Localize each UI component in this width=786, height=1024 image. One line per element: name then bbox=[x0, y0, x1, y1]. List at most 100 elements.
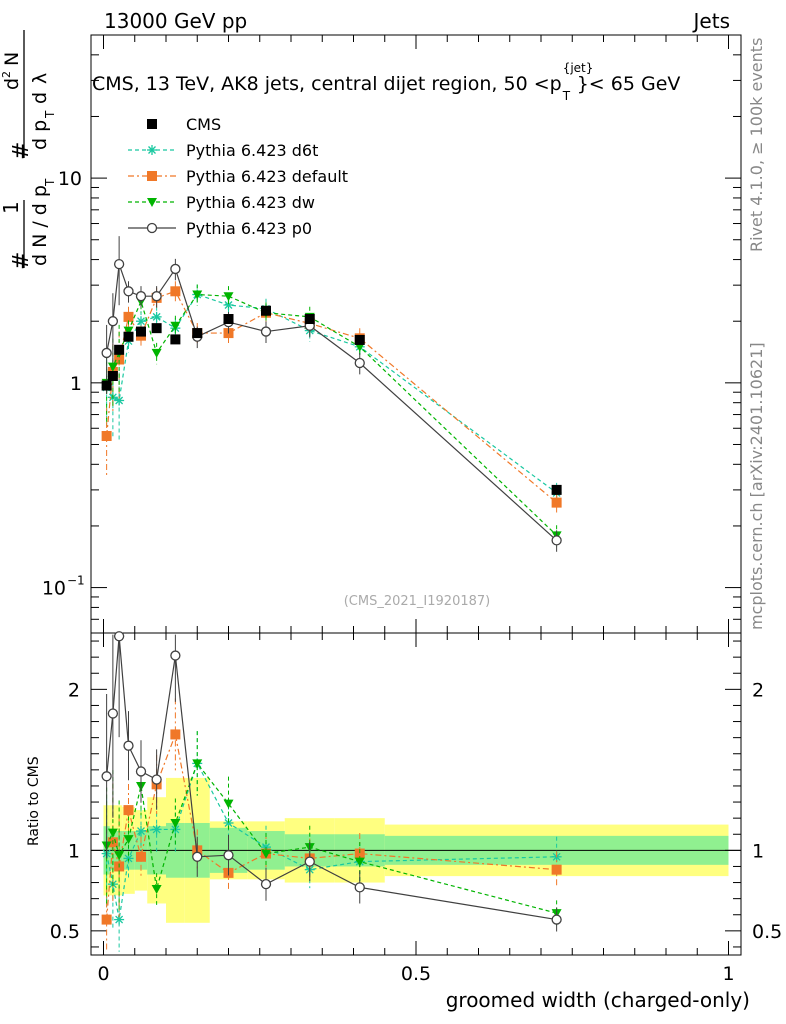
y-tick-label-ratio-right: 2 bbox=[752, 679, 764, 701]
series-point-4 bbox=[113, 258, 125, 270]
svg-text:}< 65 GeV: }< 65 GeV bbox=[577, 73, 681, 95]
ratio-point-2 bbox=[170, 729, 181, 740]
series-point-4 bbox=[123, 286, 134, 297]
series-point-2 bbox=[123, 311, 134, 322]
x-tick-label: 0 bbox=[97, 963, 109, 985]
legend: CMS Pythia 6.423 d6t Pythia 6.423 default P… bbox=[128, 115, 348, 238]
series-point-2 bbox=[114, 354, 125, 365]
svg-text:1: 1 bbox=[0, 201, 23, 214]
ratio-point-3 bbox=[192, 759, 203, 769]
cms-data-point bbox=[107, 370, 118, 381]
ratio-point-4 bbox=[135, 766, 147, 777]
series-line-4 bbox=[106, 263, 558, 541]
axis-ticks bbox=[91, 34, 741, 955]
y-tick-label-ratio-right: 1 bbox=[752, 840, 764, 862]
ratio-point-4 bbox=[260, 879, 272, 890]
source-label: mcplots.cern.ch [arXiv:2401.10621] bbox=[747, 342, 766, 630]
series-point-3 bbox=[223, 292, 234, 302]
y-tick-label-ratio: 0.5 bbox=[50, 921, 80, 943]
series-point-4 bbox=[260, 326, 272, 337]
ratio-point-4 bbox=[101, 771, 112, 782]
chart-title: CMS, 13 TeV, AK8 jets, central dijet reg… bbox=[92, 61, 680, 103]
legend-label: Pythia 6.423 d6t bbox=[186, 141, 318, 160]
category-label: Jets bbox=[692, 9, 730, 33]
series-point-3 bbox=[123, 326, 134, 336]
ratio-uncertainty-bands bbox=[91, 777, 741, 923]
ratio-point-1 bbox=[223, 817, 234, 828]
ratio-point-3 bbox=[114, 851, 125, 861]
svg-text:d N / d p: d N / d p bbox=[29, 185, 51, 266]
ratio-point-3 bbox=[123, 835, 134, 845]
ratio-point-3 bbox=[151, 884, 162, 894]
ratio-point-2 bbox=[101, 914, 112, 925]
y-tick-label-ratio: 2 bbox=[68, 679, 80, 701]
svg-text:d: d bbox=[1, 78, 23, 90]
series-point-4 bbox=[151, 291, 162, 302]
y-tick-label-ratio-right: 0.5 bbox=[752, 921, 782, 943]
cms-data-point bbox=[192, 328, 203, 339]
cms-data-point bbox=[101, 380, 112, 391]
analysis-id: (CMS_2021_I1920187) bbox=[344, 594, 491, 609]
series-point-3 bbox=[107, 362, 118, 372]
main-y-axis-label: # 1 d N / d p T # d 2 N d p T d λ bbox=[0, 30, 57, 270]
cms-data-point bbox=[123, 331, 134, 342]
rivet-label: Rivet 4.1.0, ≥ 100k events bbox=[747, 38, 766, 252]
ratio-point-3 bbox=[354, 857, 365, 867]
series-point-2 bbox=[551, 497, 562, 508]
cms-data-point bbox=[114, 344, 125, 355]
energy-label: 13000 GeV pp bbox=[104, 9, 247, 33]
series-point-1 bbox=[151, 311, 162, 322]
series-point-4 bbox=[107, 316, 119, 327]
svg-text:d p: d p bbox=[29, 120, 51, 150]
series-point-2 bbox=[101, 430, 112, 441]
y-tick-label-ratio: 1 bbox=[68, 840, 80, 862]
ratio-point-4 bbox=[107, 708, 119, 719]
svg-text:T: T bbox=[43, 178, 57, 187]
svg-text:d: d bbox=[29, 92, 51, 104]
cms-data-point bbox=[551, 484, 562, 495]
y-tick-label-main: 10 bbox=[58, 168, 82, 190]
legend-marker bbox=[147, 119, 157, 129]
ratio-point-2 bbox=[123, 805, 134, 816]
svg-text:λ: λ bbox=[29, 73, 51, 84]
ratio-point-1 bbox=[151, 824, 162, 835]
legend-marker bbox=[147, 198, 157, 207]
cms-data-point bbox=[354, 334, 365, 345]
series-point-2 bbox=[170, 286, 181, 297]
series-point-1 bbox=[136, 316, 146, 327]
ratio-point-3 bbox=[261, 849, 271, 859]
y-tick-label-main-exponent: −1 bbox=[67, 574, 85, 588]
series-point-4 bbox=[135, 291, 147, 302]
ratio-point-4 bbox=[113, 631, 125, 642]
legend-marker bbox=[146, 222, 158, 234]
ratio-point-4 bbox=[354, 882, 365, 893]
series-line-3 bbox=[106, 293, 558, 536]
svg-text:CMS, 13 TeV, AK8 jets, central: CMS, 13 TeV, AK8 jets, central dijet reg… bbox=[92, 73, 562, 95]
ratio-point-3 bbox=[223, 799, 234, 809]
series-point-4 bbox=[170, 263, 181, 275]
y-tick-label-main: 1 bbox=[70, 373, 82, 395]
series-point-4 bbox=[101, 347, 112, 359]
ratio-point-4 bbox=[170, 650, 181, 661]
ratio-point-2 bbox=[354, 848, 365, 859]
series-point-3 bbox=[151, 348, 162, 358]
legend-label: Pythia 6.423 dw bbox=[186, 193, 315, 212]
x-tick-label: 1 bbox=[722, 963, 734, 985]
cms-data-point bbox=[261, 305, 271, 316]
ratio-point-4 bbox=[192, 851, 203, 862]
series-point-3 bbox=[192, 290, 203, 300]
x-axis-label: groomed width (charged-only) bbox=[446, 988, 750, 1012]
cms-data-point bbox=[304, 314, 315, 325]
svg-text:T: T bbox=[43, 110, 57, 119]
ratio-point-4 bbox=[223, 850, 234, 861]
x-tick-label: 0.5 bbox=[401, 963, 431, 985]
main-series-layer bbox=[101, 236, 562, 552]
ratio-point-3 bbox=[107, 828, 118, 838]
ratio-point-1 bbox=[136, 826, 146, 837]
series-point-4 bbox=[551, 535, 562, 546]
ratio-series-layer bbox=[101, 631, 562, 952]
series-point-3 bbox=[354, 342, 365, 352]
cms-data-point bbox=[170, 334, 181, 345]
